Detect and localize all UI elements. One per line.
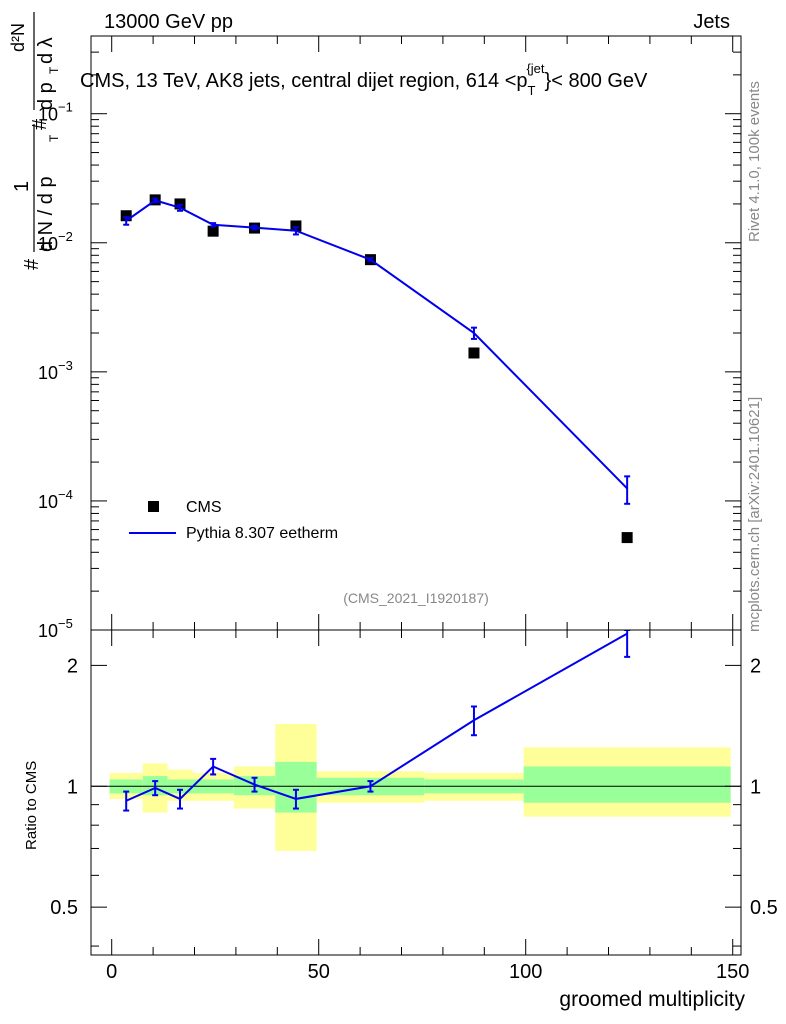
legend-pythia-label: Pythia 8.307 eetherm: [186, 525, 338, 542]
ratio-uncertainty-bands: [109, 723, 731, 851]
ratio-y-tick-label-right: 1: [750, 776, 761, 798]
ratio-y-axis: 0.5 0.5 1 1 2 2: [50, 655, 778, 947]
ylabel-num2: d²N: [8, 23, 28, 52]
rivet-label: Rivet 4.1.0, 100k events: [746, 81, 763, 242]
legend-cms-marker: [148, 501, 159, 512]
title-sup: {jet: [526, 61, 544, 76]
cms-marker: [207, 225, 219, 237]
x-tick-label: 0: [106, 961, 117, 983]
pythia-series: [123, 197, 631, 505]
cms-marker: [621, 532, 633, 544]
cms-marker: [468, 347, 480, 359]
ylabel-den1: d N / d p: [35, 176, 57, 252]
x-tick-label: 100: [509, 961, 542, 983]
ratio-panel: 0.5 0.5 1 1 2 2 0 50 100 150 Ratio to CMS groome…: [23, 629, 778, 1011]
main-y-label: # 1 d N / d p T # d²N d p T d λ: [8, 12, 61, 270]
title-suffix: }< 800 GeV: [545, 70, 649, 92]
ylabel-den2: d p: [35, 82, 57, 110]
cms-markers: [120, 194, 633, 544]
main-title: CMS, 13 TeV, AK8 jets, central dijet reg…: [80, 61, 648, 98]
watermark: (CMS_2021_I1920187): [343, 590, 489, 606]
header-right: Jets: [693, 11, 730, 33]
ratio-pythia-series: [123, 630, 631, 812]
main-y-axis: 10−1 10−2 10−3 10−4 10−5: [38, 35, 741, 641]
x-axis-label: groomed multiplicity: [559, 988, 745, 1011]
main-y-tick-label: 10−5: [38, 616, 73, 641]
cms-marker: [120, 210, 132, 222]
pythia-line: [125, 199, 628, 490]
main-panel: 10−1 10−2 10−3 10−4 10−5 CMS, 13 TeV, AK8 je…: [8, 12, 742, 641]
ratio-y-tick-label-left: 0.5: [50, 897, 78, 919]
title-prefix: CMS, 13 TeV, AK8 jets, central dijet reg…: [80, 70, 528, 92]
mcplots-label: mcplots.cern.ch [arXiv:2401.10621]: [746, 396, 763, 632]
ylabel-num1: 1: [11, 181, 33, 192]
x-axis: 0 50 100 150: [106, 630, 749, 983]
x-tick-label: 150: [716, 961, 749, 983]
ratio-y-tick-label-left: 2: [67, 655, 78, 677]
ylabel-den2-sub: T: [47, 66, 61, 74]
ylabel-den2-tail: d λ: [35, 37, 57, 64]
title-sub: T: [528, 83, 536, 98]
ylabel-hash1: #: [21, 258, 43, 270]
ratio-y-tick-label-right: 2: [750, 655, 761, 677]
legend: CMS Pythia 8.307 eetherm: [129, 499, 338, 542]
ratio-band-inner: [523, 766, 731, 803]
main-y-tick-label: 10−4: [38, 487, 73, 512]
main-y-tick-label: 10−3: [38, 358, 73, 383]
x-tick-label: 50: [308, 961, 330, 983]
ratio-y-tick-label-right: 0.5: [750, 897, 778, 919]
ylabel-hash2: #: [29, 118, 51, 130]
legend-cms-label: CMS: [186, 499, 222, 516]
main-y-tick-label: 10−2: [38, 229, 73, 254]
ratio-y-label: Ratio to CMS: [23, 761, 40, 850]
ratio-y-tick-label-left: 1: [67, 776, 78, 798]
cms-marker: [290, 220, 302, 232]
ylabel-den1-sub: T: [47, 134, 61, 142]
main-y-tick-label: 10−1: [38, 100, 73, 125]
header-left: 13000 GeV pp: [104, 11, 233, 33]
ratio-frame: [90, 629, 742, 956]
